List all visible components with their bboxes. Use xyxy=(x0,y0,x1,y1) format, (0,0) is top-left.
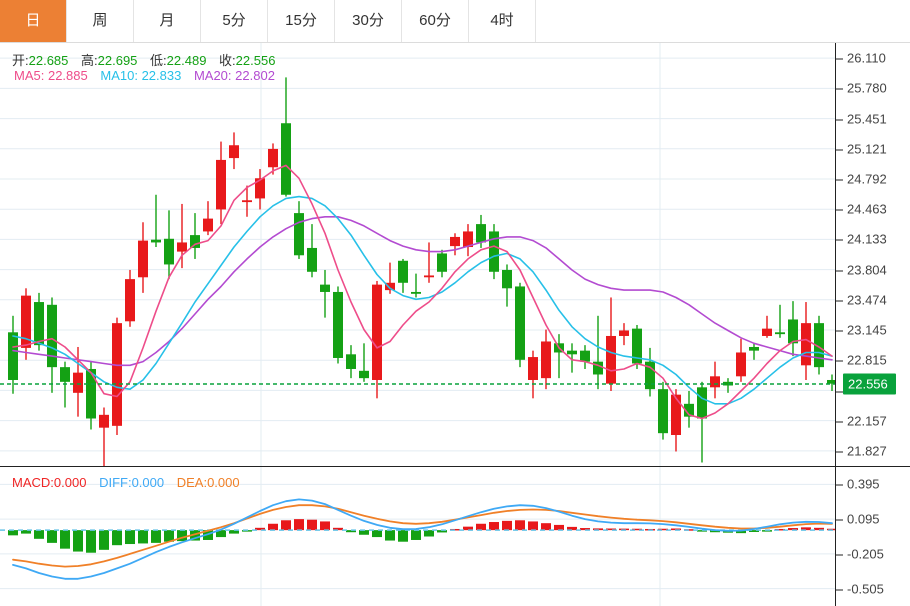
ma-legend: MA5: 22.885 MA10: 22.833 MA20: 22.802 xyxy=(14,68,275,83)
price-tick-3: 25.121 xyxy=(836,141,887,156)
tab-5min[interactable]: 5分 xyxy=(201,0,268,42)
price-tick-12: 22.157 xyxy=(836,413,887,428)
macd-tick-0: 0.395 xyxy=(836,477,880,492)
price-pane: 开:22.685 高:22.695 低:22.489 收:22.556 MA5:… xyxy=(0,43,910,467)
candlestick-plot-area[interactable] xyxy=(0,43,836,466)
tab-4hour-label: 4时 xyxy=(490,12,514,29)
tab-week[interactable]: 周 xyxy=(67,0,134,42)
tab-60min[interactable]: 60分 xyxy=(402,0,469,42)
macd-tick-3: -0.505 xyxy=(836,581,884,596)
low-value: 22.489 xyxy=(166,53,207,68)
price-tick-10: 22.815 xyxy=(836,353,887,368)
price-tick-0: 26.110 xyxy=(836,51,886,66)
tab-30min[interactable]: 30分 xyxy=(335,0,402,42)
macd-y-axis: 0.395 0.095 -0.205 -0.505 xyxy=(836,467,910,606)
dea-value: 0.000 xyxy=(207,475,240,490)
macd-plot-area[interactable] xyxy=(0,467,836,606)
open-label: 开: xyxy=(12,53,29,68)
price-tick-4: 24.792 xyxy=(836,171,887,186)
ohlc-legend: 开:22.685 高:22.695 低:22.489 收:22.556 xyxy=(12,50,275,69)
price-tick-7: 23.804 xyxy=(836,262,887,277)
price-tick-8: 23.474 xyxy=(836,292,887,307)
macd-value: 0.000 xyxy=(53,475,87,490)
diff-label: DIFF: xyxy=(99,475,132,490)
tab-5min-label: 5分 xyxy=(222,12,246,29)
ma20-label: MA20: xyxy=(193,68,232,83)
price-tick-9: 23.145 xyxy=(836,323,887,338)
diff-value: 0.000 xyxy=(131,475,165,490)
tab-15min-label: 15分 xyxy=(285,12,317,29)
high-value: 22.695 xyxy=(97,53,138,68)
tab-15min[interactable]: 15分 xyxy=(268,0,335,42)
tab-30min-label: 30分 xyxy=(352,12,384,29)
price-tick-13: 21.827 xyxy=(836,443,887,458)
macd-legend: MACD:0.000 DIFF:0.000 DEA:0.000 xyxy=(12,475,240,490)
open-value: 22.685 xyxy=(28,53,69,68)
tab-week-label: 周 xyxy=(92,12,108,29)
price-tick-5: 24.463 xyxy=(836,202,887,217)
close-value: 22.556 xyxy=(235,53,276,68)
ma10-value: 22.833 xyxy=(141,68,182,83)
price-tick-2: 25.451 xyxy=(836,111,887,126)
tab-day[interactable]: 日 xyxy=(0,0,67,42)
ma5-label: MA5: xyxy=(14,68,45,83)
macd-tick-2: -0.205 xyxy=(836,546,884,561)
period-tab-bar: 日 周 月 5分 15分 30分 60分 4时 xyxy=(0,0,910,43)
tab-4hour[interactable]: 4时 xyxy=(469,0,536,42)
ma10-label: MA10: xyxy=(100,68,138,83)
tab-month-label: 月 xyxy=(159,12,175,29)
ma5-value: 22.885 xyxy=(47,68,88,83)
macd-pane: MACD:0.000 DIFF:0.000 DEA:0.000 0.395 0.0… xyxy=(0,467,910,606)
macd-label: MACD: xyxy=(12,475,54,490)
ma20-value: 22.802 xyxy=(235,68,275,83)
dea-label: DEA: xyxy=(176,475,208,490)
close-label: 收: xyxy=(219,53,236,68)
tab-bar-filler xyxy=(536,0,910,42)
price-tick-1: 25.780 xyxy=(836,81,887,96)
price-tick-6: 24.133 xyxy=(836,232,887,247)
current-price-tag: 22.556 xyxy=(843,373,896,395)
tab-60min-label: 60分 xyxy=(419,12,451,29)
tab-month[interactable]: 月 xyxy=(134,0,201,42)
price-y-axis: 26.110 25.780 25.451 25.121 24.792 24.463 24.1… xyxy=(836,43,910,466)
low-label: 低: xyxy=(150,53,167,68)
high-label: 高: xyxy=(81,53,98,68)
macd-tick-1: 0.095 xyxy=(836,512,880,527)
tab-day-label: 日 xyxy=(25,12,41,29)
